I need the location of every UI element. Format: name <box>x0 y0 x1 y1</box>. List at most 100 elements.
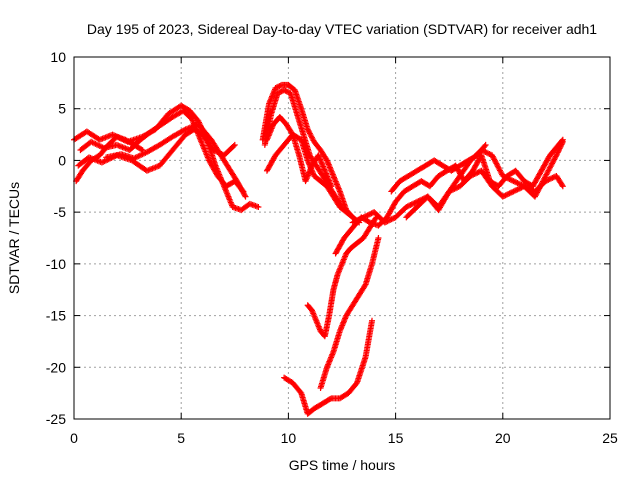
grid-lines <box>74 57 610 419</box>
data-point <box>383 218 390 225</box>
data-point <box>365 211 372 218</box>
data-point <box>467 172 474 179</box>
axes: 0 5 10 15 20 25 -25 -20 -15 -10 -5 0 5 10 <box>46 49 618 446</box>
data-point <box>557 142 564 149</box>
data-point <box>255 203 262 210</box>
data-point <box>357 215 364 222</box>
data-point <box>509 189 516 196</box>
y-tick-label: 10 <box>50 49 66 65</box>
data-point <box>414 198 421 205</box>
data-point <box>361 282 368 289</box>
data-point <box>411 200 418 207</box>
data-point <box>365 218 372 225</box>
data-point <box>372 215 379 222</box>
data-point <box>506 190 513 197</box>
data-point <box>403 203 410 210</box>
data-point <box>109 131 116 138</box>
data-point <box>501 192 508 199</box>
y-tick-label: 5 <box>58 101 66 117</box>
data-point <box>481 143 488 150</box>
data-point <box>505 191 512 198</box>
data-point <box>485 150 492 157</box>
data-point <box>351 218 358 225</box>
data-point <box>139 147 146 154</box>
x-tick-label: 0 <box>70 430 78 446</box>
x-tick-label: 15 <box>388 430 404 446</box>
data-point <box>506 176 513 183</box>
data-point <box>404 203 411 210</box>
y-axis-label: SDTVAR / TECUs <box>6 182 22 294</box>
data-point <box>548 175 555 182</box>
data-point <box>511 187 518 194</box>
data-point <box>470 171 477 178</box>
data-point <box>501 173 508 180</box>
y-tick-label: -25 <box>46 411 66 427</box>
data-point <box>518 181 525 188</box>
data-point <box>387 216 394 223</box>
data-point <box>499 193 506 200</box>
series-sat-d <box>103 121 249 200</box>
data-point <box>503 174 510 181</box>
data-point <box>242 193 249 200</box>
data-point <box>355 216 362 223</box>
data-point <box>510 178 517 185</box>
data-point <box>389 215 396 222</box>
data-point <box>353 217 360 224</box>
y-tick-label: -5 <box>54 204 67 220</box>
data-point <box>364 212 371 219</box>
series-sat-o <box>317 235 382 391</box>
data-point <box>503 191 510 198</box>
data-point <box>412 199 419 206</box>
data-points <box>71 81 566 417</box>
data-point <box>454 184 461 191</box>
data-point <box>474 169 481 176</box>
data-point <box>509 177 516 184</box>
data-point <box>559 140 566 147</box>
data-point <box>513 179 520 186</box>
data-point <box>510 188 517 195</box>
data-point <box>486 150 493 157</box>
data-point <box>511 178 518 185</box>
y-tick-label: -20 <box>46 359 66 375</box>
data-point <box>361 213 368 220</box>
data-point <box>367 211 374 218</box>
data-point <box>101 158 108 165</box>
data-point <box>468 172 475 179</box>
y-tick-label: -10 <box>46 256 66 272</box>
data-point <box>359 214 366 221</box>
data-point <box>385 217 392 224</box>
data-point <box>231 141 238 148</box>
data-point <box>555 146 562 153</box>
y-tick-label: -15 <box>46 308 66 324</box>
x-axis-label: GPS time / hours <box>289 457 396 473</box>
data-point <box>554 150 561 157</box>
data-point <box>514 180 521 187</box>
data-point <box>473 170 479 177</box>
data-point <box>482 149 489 156</box>
data-point <box>100 158 107 165</box>
series-sat-b <box>77 107 247 195</box>
data-point <box>349 219 356 226</box>
data-point <box>360 214 367 221</box>
series-sat-n <box>304 214 380 340</box>
data-point <box>499 172 506 179</box>
data-point <box>553 152 560 159</box>
data-point <box>513 187 520 194</box>
x-tick-label: 10 <box>281 430 297 446</box>
series-sat-l <box>388 141 489 195</box>
data-point <box>356 216 363 223</box>
series-sat-k <box>403 138 566 221</box>
data-point <box>327 396 334 403</box>
chart-title: Day 195 of 2023, Sidereal Day-to-day VTE… <box>87 21 597 37</box>
data-point <box>323 156 330 163</box>
data-point <box>138 146 145 153</box>
data-point <box>241 192 248 199</box>
data-point <box>406 202 412 209</box>
data-point <box>369 317 376 324</box>
data-point <box>507 189 514 196</box>
data-point <box>482 141 489 148</box>
data-point <box>502 192 509 199</box>
data-point <box>546 176 553 183</box>
plot-frame <box>73 56 611 420</box>
